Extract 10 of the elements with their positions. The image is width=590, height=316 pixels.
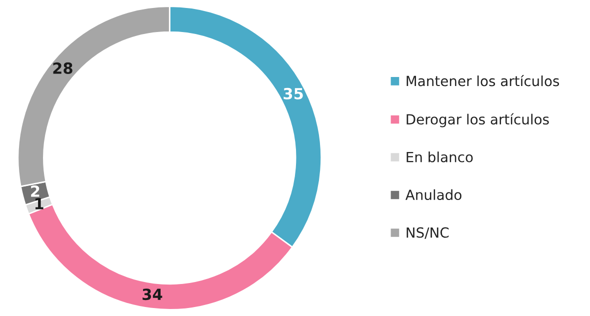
data-label: 28 (53, 62, 72, 74)
data-label: 35 (284, 88, 303, 100)
data-label: 2 (31, 185, 40, 197)
legend-label: Anulado (405, 189, 462, 200)
legend-label: NS/NC (406, 227, 449, 239)
legend-label: En blanco (406, 152, 473, 162)
data-label: 1 (35, 198, 44, 210)
data-label: 34 (142, 288, 162, 300)
legend-label: Derogar los artículos (406, 113, 549, 128)
legend-label: Mantener los artículos (406, 74, 560, 86)
